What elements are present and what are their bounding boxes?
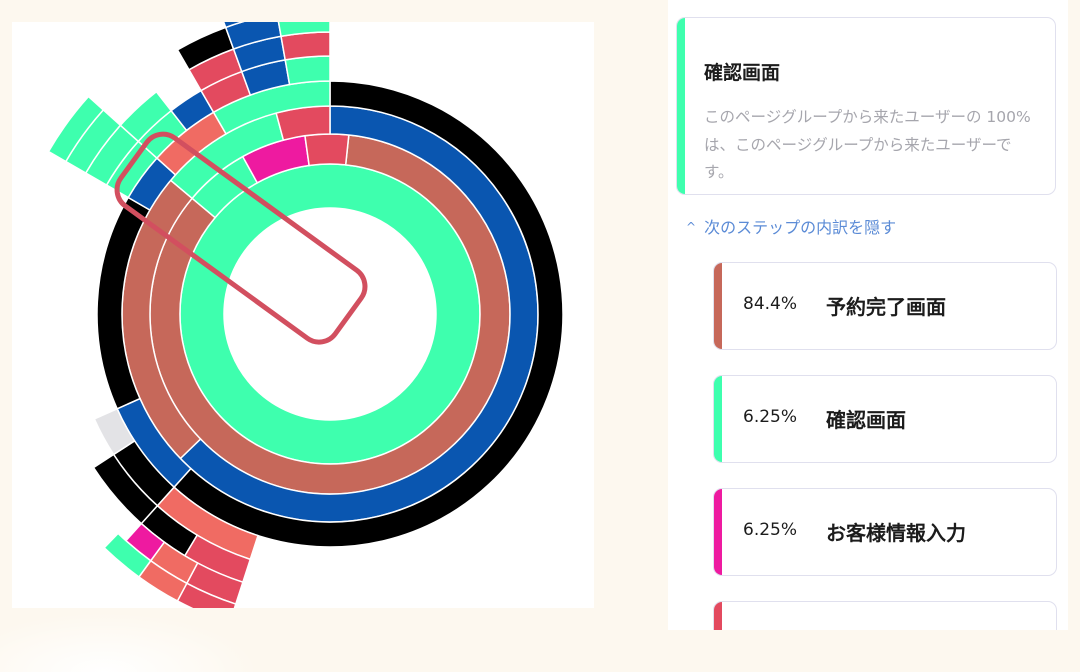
sunburst-segment-level8[interactable] xyxy=(219,22,277,29)
details-panel: 確認画面 このページグループから来たユーザーの 100% は、このページグループ… xyxy=(668,0,1068,630)
step-name: 確認画面 xyxy=(826,408,906,432)
sunburst-chart-panel xyxy=(12,22,594,608)
step-name: お客様情報入力 xyxy=(826,521,966,545)
next-step-card[interactable]: 6.25% 確認画面 xyxy=(713,375,1057,463)
sunburst-segment-level2[interactable] xyxy=(304,133,350,167)
sunburst-segment-level6[interactable] xyxy=(92,453,159,525)
sunburst-chart[interactable] xyxy=(12,22,594,608)
step-color-bar xyxy=(714,489,722,575)
selected-step-description: このページグループから来たユーザーの 100% は、このページグループから来たユ… xyxy=(704,108,1031,181)
background-glow xyxy=(0,612,260,672)
step-color-bar xyxy=(714,263,722,349)
step-percent: 6.25% xyxy=(743,520,798,540)
step-name: 予約完了画面 xyxy=(826,295,946,319)
step-percent: 84.4% xyxy=(743,294,798,314)
chevron-up-icon: ^ xyxy=(686,220,697,234)
sunburst-segment-level8[interactable] xyxy=(47,95,105,163)
mint-accent-bar xyxy=(677,18,685,194)
sunburst-segment-level1[interactable] xyxy=(179,163,481,465)
next-step-card[interactable]: 6.25% お客様情報入力 xyxy=(713,488,1057,576)
sunburst-segment-level5[interactable] xyxy=(93,407,136,456)
highlight-callout xyxy=(114,131,368,345)
next-step-card[interactable]: 84.4% 予約完了画面 xyxy=(713,262,1057,350)
step-color-bar xyxy=(714,376,722,462)
hide-breakdown-toggle[interactable]: ^ 次のステップの内訳を隠す xyxy=(686,214,896,238)
sunburst-segment-level7[interactable] xyxy=(277,22,331,38)
selected-step-title: 確認画面 xyxy=(704,62,781,84)
step-percent: 6.25% xyxy=(743,407,798,427)
hide-breakdown-label: 次のステップの内訳を隠す xyxy=(704,218,897,237)
sunburst-segment-level5[interactable] xyxy=(284,55,331,86)
selected-step-card: 確認画面 このページグループから来たユーザーの 100% は、このページグループ… xyxy=(676,17,1056,195)
sunburst-segment-level8[interactable] xyxy=(103,532,152,578)
sunburst-segment-level6[interactable] xyxy=(119,90,173,143)
next-step-card[interactable] xyxy=(713,601,1057,630)
step-color-bar xyxy=(714,602,722,630)
sunburst-segment-level6[interactable] xyxy=(280,31,331,61)
